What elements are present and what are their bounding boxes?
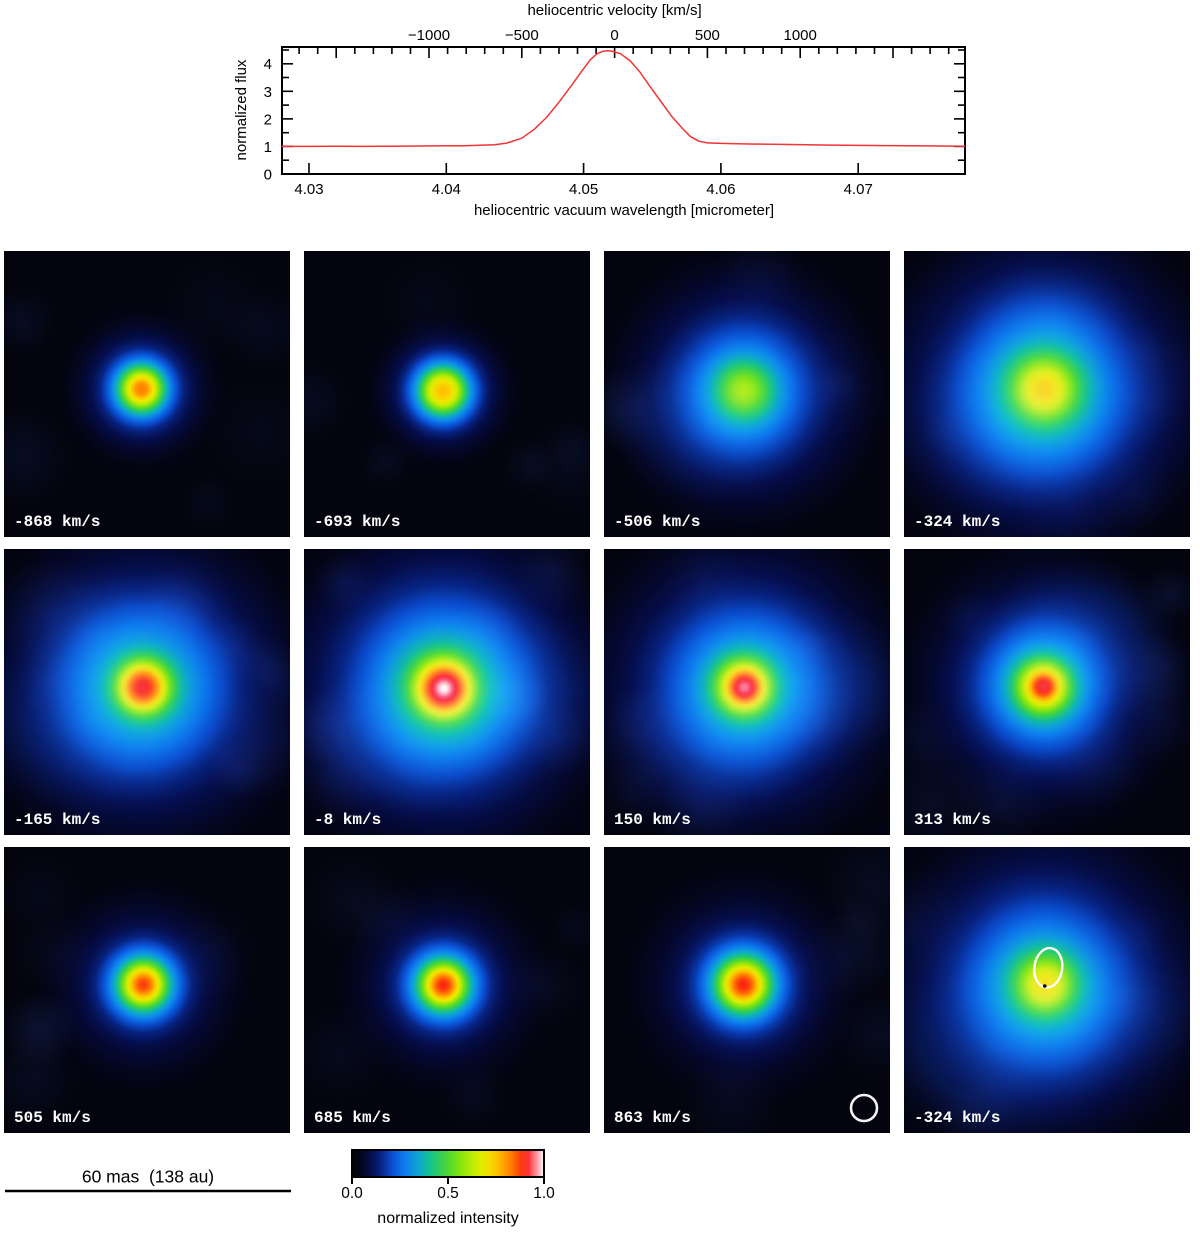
svg-text:−1000: −1000	[408, 27, 450, 44]
svg-text:0: 0	[610, 27, 618, 44]
svg-text:-324 km/s: -324 km/s	[914, 1109, 1000, 1127]
svg-text:150 km/s: 150 km/s	[614, 811, 691, 829]
svg-text:863 km/s: 863 km/s	[614, 1109, 691, 1127]
svg-text:3: 3	[264, 84, 272, 101]
svg-text:60 mas (138 au): 60 mas (138 au)	[82, 1167, 214, 1187]
svg-text:0.0: 0.0	[341, 1185, 363, 1202]
svg-text:4.05: 4.05	[569, 181, 598, 198]
svg-text:4.07: 4.07	[844, 181, 873, 198]
svg-text:0.5: 0.5	[437, 1185, 459, 1202]
svg-text:4.03: 4.03	[294, 181, 323, 198]
svg-text:500: 500	[695, 27, 720, 44]
svg-text:313 km/s: 313 km/s	[914, 811, 991, 829]
svg-text:0: 0	[264, 167, 272, 184]
svg-text:2: 2	[264, 111, 272, 128]
svg-text:1: 1	[264, 139, 272, 156]
svg-text:1000: 1000	[784, 27, 817, 44]
svg-text:-868 km/s: -868 km/s	[14, 513, 100, 531]
svg-text:heliocentric velocity [km/s]: heliocentric velocity [km/s]	[527, 2, 701, 19]
svg-text:505 km/s: 505 km/s	[14, 1109, 91, 1127]
svg-text:−500: −500	[505, 27, 539, 44]
svg-text:-324 km/s: -324 km/s	[914, 513, 1000, 531]
svg-text:normalized flux: normalized flux	[233, 59, 250, 160]
svg-text:-165 km/s: -165 km/s	[14, 811, 100, 829]
svg-text:4.04: 4.04	[432, 181, 461, 198]
svg-text:heliocentric vacuum wavelength: heliocentric vacuum wavelength [micromet…	[474, 202, 774, 219]
svg-text:-693 km/s: -693 km/s	[314, 513, 400, 531]
svg-text:4.06: 4.06	[706, 181, 735, 198]
svg-text:-8 km/s: -8 km/s	[314, 811, 381, 829]
svg-text:1.0: 1.0	[533, 1185, 555, 1202]
svg-text:685 km/s: 685 km/s	[314, 1109, 391, 1127]
svg-text:4: 4	[264, 56, 272, 73]
svg-text:-506 km/s: -506 km/s	[614, 513, 700, 531]
svg-text:normalized intensity: normalized intensity	[377, 1210, 518, 1227]
